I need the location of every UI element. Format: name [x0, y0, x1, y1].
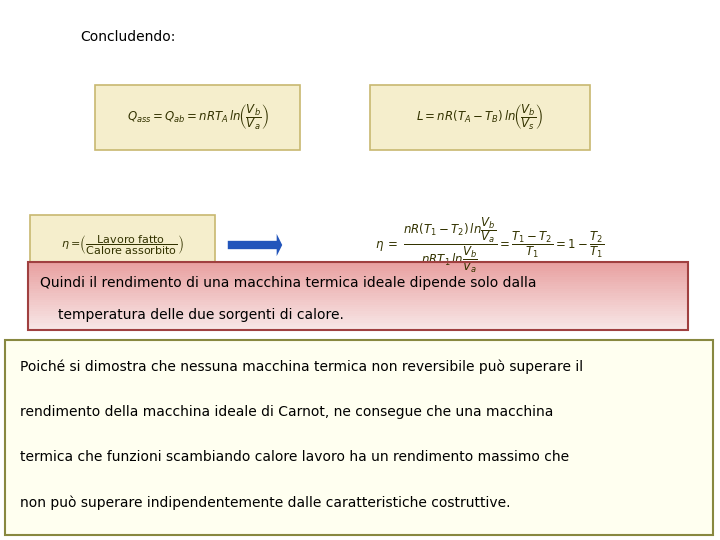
- Bar: [28, 309, 688, 312]
- Bar: [28, 266, 688, 269]
- Bar: [28, 323, 688, 326]
- Bar: [28, 316, 688, 319]
- Bar: [28, 327, 688, 330]
- Bar: [28, 318, 688, 321]
- Bar: [28, 302, 688, 305]
- Bar: [28, 300, 688, 303]
- Text: rendimento della macchina ideale di Carnot, ne consegue che una macchina: rendimento della macchina ideale di Carn…: [20, 405, 554, 419]
- Bar: [28, 307, 688, 309]
- Text: $Q_{ass}=Q_{ab}=nRT_A\,\mathit{ln}\!\left(\dfrac{V_b}{V_a}\right)$: $Q_{ass}=Q_{ab}=nRT_A\,\mathit{ln}\!\lef…: [127, 103, 269, 132]
- Text: Concludendo:: Concludendo:: [80, 30, 176, 44]
- Bar: [28, 282, 688, 285]
- Bar: [28, 298, 688, 301]
- Bar: [28, 320, 688, 323]
- FancyBboxPatch shape: [95, 85, 300, 150]
- Bar: [28, 293, 688, 296]
- FancyBboxPatch shape: [5, 340, 713, 535]
- Bar: [28, 312, 688, 314]
- Bar: [28, 261, 688, 264]
- Bar: [28, 314, 688, 316]
- FancyBboxPatch shape: [30, 215, 215, 275]
- Bar: [28, 273, 688, 275]
- Text: Poiché si dimostra che nessuna macchina termica non reversibile può superare il: Poiché si dimostra che nessuna macchina …: [20, 360, 583, 375]
- Bar: [28, 286, 688, 289]
- Bar: [28, 284, 688, 287]
- FancyBboxPatch shape: [370, 85, 590, 150]
- Bar: [28, 291, 688, 294]
- Text: $L=nR(T_A-T_B)\,\mathit{ln}\!\left(\dfrac{V_b}{V_s}\right)$: $L=nR(T_A-T_B)\,\mathit{ln}\!\left(\dfra…: [416, 103, 544, 132]
- Bar: [28, 268, 688, 271]
- Bar: [28, 325, 688, 328]
- Bar: [28, 271, 688, 273]
- Text: Quindi il rendimento di una macchina termica ideale dipende solo dalla: Quindi il rendimento di una macchina ter…: [40, 276, 536, 290]
- Bar: [28, 280, 688, 282]
- Text: $\eta\;=\;\dfrac{nR(T_1-T_2)\,ln\dfrac{V_b}{V_a}}{nRT_1\,ln\dfrac{V_b}{V_a}}=\df: $\eta\;=\;\dfrac{nR(T_1-T_2)\,ln\dfrac{V…: [375, 215, 605, 275]
- Text: termica che funzioni scambiando calore lavoro ha un rendimento massimo che: termica che funzioni scambiando calore l…: [20, 450, 569, 464]
- Text: $\eta=\!\left(\dfrac{\mathrm{Lavoro\;fatto}}{\mathrm{Calore\;assorbito}}\right)$: $\eta=\!\left(\dfrac{\mathrm{Lavoro\;fat…: [61, 233, 184, 256]
- Text: temperatura delle due sorgenti di calore.: temperatura delle due sorgenti di calore…: [58, 308, 344, 322]
- Bar: [28, 278, 688, 280]
- Text: non può superare indipendentemente dalle caratteristiche costruttive.: non può superare indipendentemente dalle…: [20, 495, 510, 510]
- Bar: [28, 305, 688, 307]
- Bar: [28, 275, 688, 278]
- Bar: [28, 295, 688, 298]
- Bar: [28, 289, 688, 292]
- Bar: [28, 264, 688, 267]
